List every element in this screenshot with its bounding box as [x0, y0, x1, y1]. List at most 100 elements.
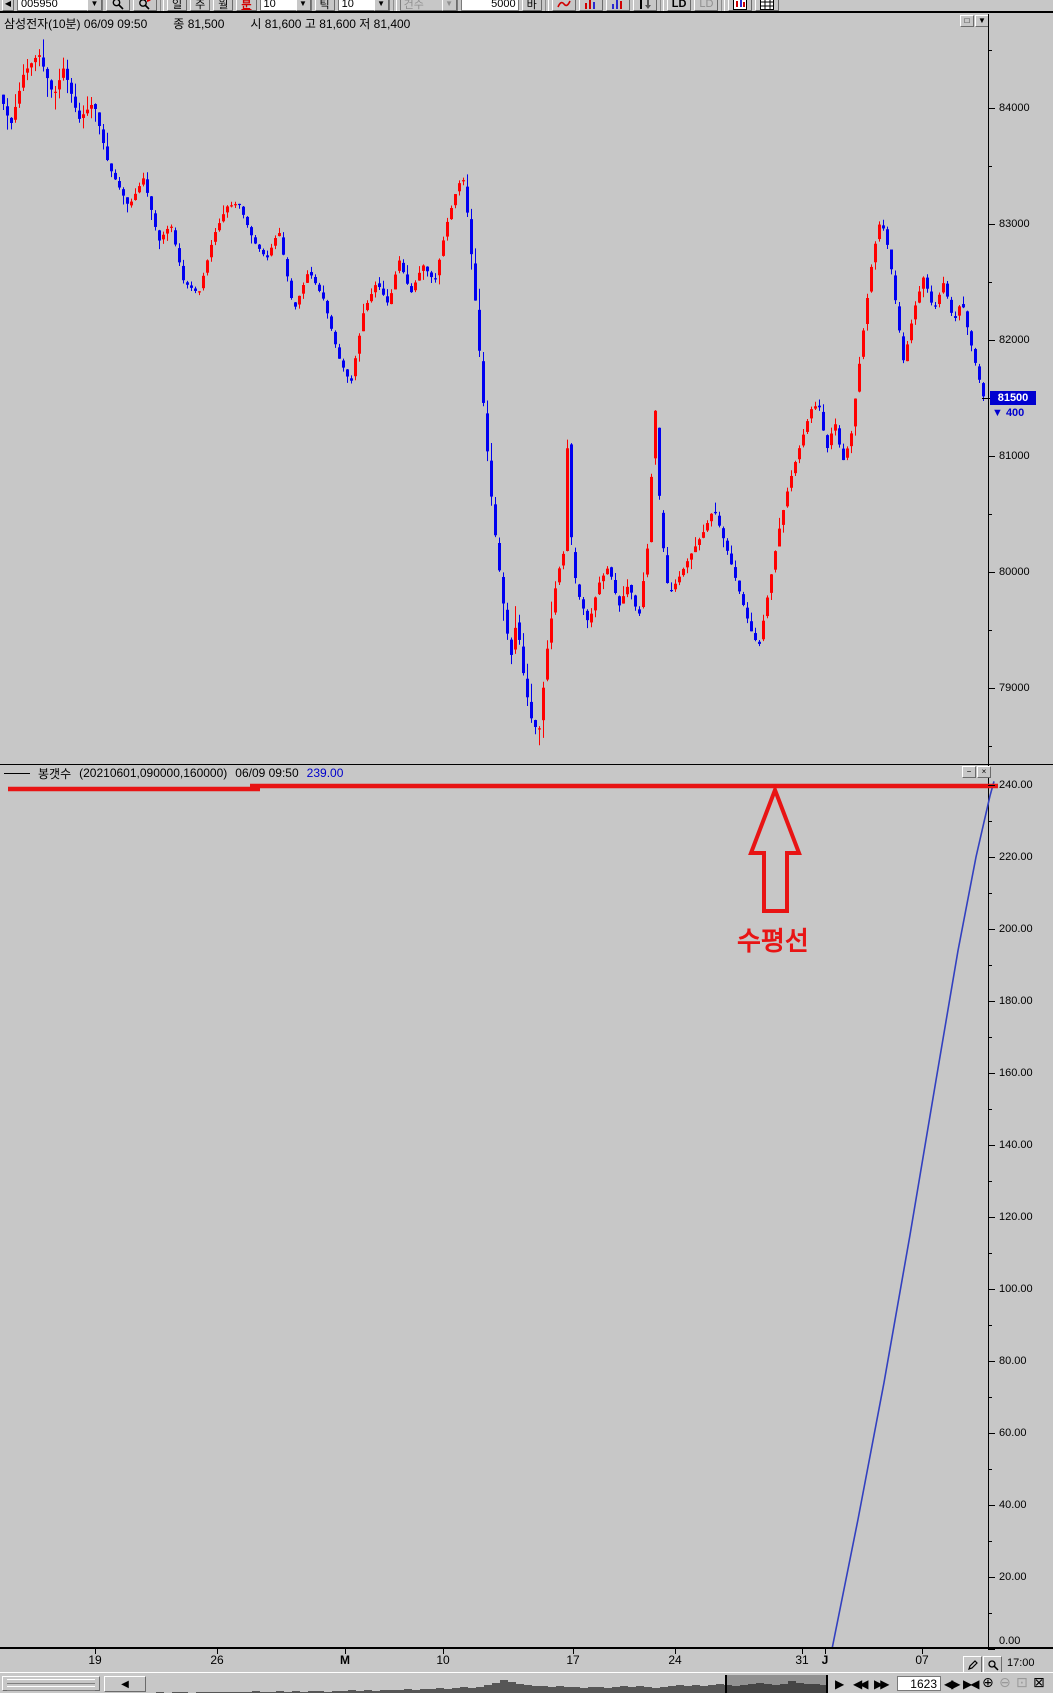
candle-chart-type-button[interactable] [605, 0, 630, 11]
price-axis-minor-tick [988, 746, 992, 747]
price-axis-minor-tick [988, 282, 992, 283]
tick-interval-combobox[interactable]: 10 ▼ [337, 0, 390, 11]
time-axis-label: 24 [668, 1653, 682, 1667]
fast-backward-button[interactable]: ◀◀ [853, 1677, 869, 1691]
indicator-axis-tick [988, 929, 995, 930]
indicator-axis-tick [988, 857, 995, 858]
price-axis-minor-tick [988, 166, 992, 167]
indicator-axis-minor-tick [988, 1613, 992, 1614]
indicator-axis-minor-tick [988, 1109, 992, 1110]
scrollbar-thumb[interactable] [725, 1675, 828, 1693]
minute-interval-value: 10 [263, 0, 276, 10]
step-forward-button[interactable]: ▶ [835, 1677, 845, 1691]
scroll-left-button[interactable]: ◀ [104, 1676, 146, 1692]
symbol-combobox[interactable]: 005950 ▼ [17, 0, 103, 11]
time-axis-label: J [821, 1653, 829, 1667]
symbol-code: 005950 [21, 0, 58, 10]
save-data-button-disabled: LD [694, 0, 719, 11]
period-day-button[interactable]: 일 [167, 0, 188, 11]
scroll-symbol-left-button[interactable]: ◀ [2, 0, 14, 11]
indicator-axis-minor-tick [988, 893, 992, 894]
indicator-axis-tick [988, 1145, 995, 1146]
indicator-axis-tick [988, 1433, 995, 1434]
price-axis-tick [988, 108, 995, 109]
indicator-line-swatch [4, 772, 30, 774]
current-price-tick [982, 398, 989, 399]
indicator-down-button[interactable] [632, 0, 657, 11]
indicator-chart-area[interactable] [0, 781, 1000, 1650]
period-week-button[interactable]: 주 [190, 0, 211, 11]
period-tick-button[interactable]: 틱 [314, 0, 335, 11]
price-axis-tick [988, 224, 995, 225]
bar-position-field[interactable] [897, 1676, 941, 1691]
indicator-axis-label: 40.00 [999, 1499, 1027, 1511]
zoom-in-button[interactable]: ⊕ [982, 1674, 994, 1690]
spread-bars-button[interactable]: ◀▶ [944, 1677, 961, 1691]
symbol-search-flag-button[interactable] [133, 0, 157, 11]
price-axis-tick [988, 572, 995, 573]
restore-panel-button[interactable]: □ [960, 15, 974, 27]
price-axis-minor-tick [988, 50, 992, 51]
main-chart-area[interactable] [0, 14, 1000, 766]
chevron-down-icon[interactable]: ▼ [373, 0, 389, 11]
low-label: 저 [359, 17, 371, 31]
blue-bar-chart-icon [611, 0, 622, 9]
indicator-axis-minor-tick [988, 965, 992, 966]
mini-chart-button[interactable] [728, 0, 753, 11]
period-minute-button[interactable]: 분 [236, 0, 257, 11]
toolbar-separator [721, 0, 726, 11]
close-chart-button[interactable]: ⊠ [1033, 1674, 1045, 1690]
symbol-search-button[interactable] [106, 0, 130, 11]
period-month-button[interactable]: 월 [213, 0, 234, 11]
price-axis-tick [988, 340, 995, 341]
chart-header: 삼성전자(10분) 06/09 09:50 종 81,500 시 81,600 … [4, 15, 954, 31]
panel-divider[interactable] [0, 764, 1053, 765]
minute-interval-combobox[interactable]: 10 ▼ [259, 0, 312, 11]
chevron-down-icon[interactable]: ▼ [295, 0, 311, 11]
chevron-down-icon[interactable]: ▼ [87, 0, 102, 11]
indicator-axis-label: 80.00 [999, 1355, 1027, 1367]
load-data-button[interactable]: LD [666, 0, 692, 11]
time-axis-tick [922, 1649, 923, 1654]
pencil-icon [967, 1659, 978, 1670]
time-axis-label: 17 [566, 1653, 580, 1667]
current-price-change: ▼ 400 [992, 407, 1025, 419]
shrink-bars-button[interactable]: ▶◀ [963, 1677, 980, 1691]
price-axis-minor-tick [988, 514, 992, 515]
minimize-panel-button[interactable]: − [962, 766, 976, 778]
bar-count-field[interactable] [460, 0, 519, 11]
bar-unit-button[interactable]: 바 [521, 0, 542, 11]
grid-settings-button[interactable] [755, 0, 780, 11]
high-label: 고 [304, 17, 316, 31]
indicator-axis-tick [988, 1649, 995, 1650]
price-axis-label: 79000 [999, 682, 1030, 694]
price-axis-tick [988, 688, 995, 689]
zoom-tool-button[interactable] [983, 1656, 1002, 1673]
chevron-down-icon: ▼ [441, 0, 457, 11]
time-axis-label: 19 [88, 1653, 102, 1667]
indicator-axis-tick [988, 1577, 995, 1578]
indicator-axis-tick [988, 1217, 995, 1218]
search-icon [112, 0, 124, 10]
draw-tool-button[interactable] [963, 1656, 982, 1673]
indicator-axis-minor-tick [988, 1181, 992, 1182]
bar-chart-type-button[interactable] [578, 0, 603, 11]
indicator-axis-label: 120.00 [999, 1211, 1033, 1223]
history-minimap[interactable] [148, 1675, 838, 1693]
indicator-axis-label: 0.00 [999, 1635, 1021, 1647]
close-panel-button[interactable]: × [977, 766, 991, 778]
splitter-grip[interactable] [2, 1676, 100, 1691]
indicator-axis-label: 180.00 [999, 995, 1033, 1007]
indicator-name: 봉갯수 [38, 766, 72, 781]
indicator-axis-label: 60.00 [999, 1427, 1027, 1439]
open-value: 81,600 [264, 17, 302, 31]
line-chart-type-button[interactable] [551, 0, 576, 11]
status-bar: ◀ ▶ ◀◀ ▶▶ ◀▶ ▶◀ ⊕ ⊖ ⊡ ⊠ [0, 1672, 1053, 1693]
indicator-axis-minor-tick [988, 1325, 992, 1326]
indicator-axis-tick [988, 1001, 995, 1002]
fast-forward-button[interactable]: ▶▶ [874, 1677, 890, 1691]
toolbar-separator [544, 0, 549, 11]
time-axis-label: 10 [436, 1653, 450, 1667]
indicator-axis-tick [988, 1289, 995, 1290]
